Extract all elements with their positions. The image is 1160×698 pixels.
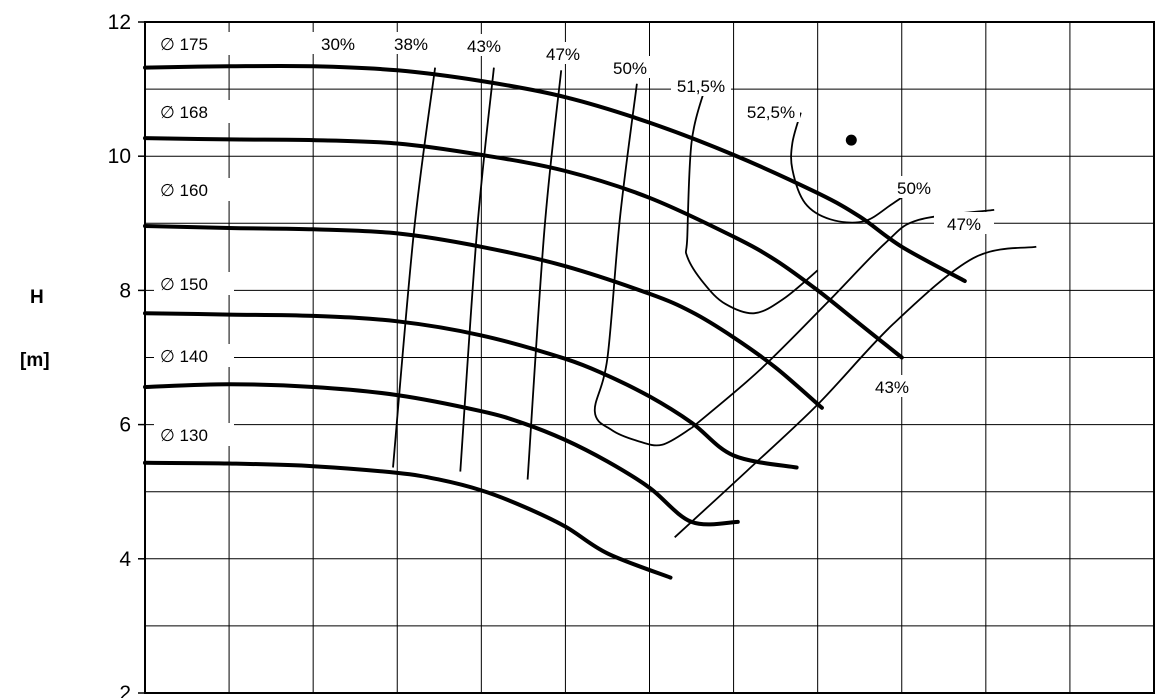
efficiency-label: 30% (321, 35, 355, 54)
impeller-label-bg (154, 423, 234, 446)
efficiency-label-bg (308, 32, 368, 54)
y-tick-label: 6 (119, 414, 131, 437)
impeller-label-bg (154, 272, 234, 295)
impeller-curve (143, 460, 673, 580)
efficiency-label: 51,5% (677, 77, 725, 96)
efficiency-label-bg (671, 74, 731, 96)
curve-labels: 30% 38% 43% 47% 50% 51,5% 50% 47% 43% ∅ 175 ∅ 168 ∅… (154, 32, 994, 446)
efficiency-label-bg (934, 212, 994, 234)
impeller-label: ∅ 140 (160, 347, 208, 366)
efficiency-label-bg (600, 56, 660, 78)
efficiency-label-bg (884, 176, 944, 198)
y-tick-label: 2 (119, 682, 131, 698)
y-tick-label: 4 (119, 548, 131, 571)
bep-label-bg (742, 100, 800, 122)
impeller-curve (143, 224, 824, 410)
impeller-curves (143, 63, 967, 580)
efficiency-label-bg (454, 34, 514, 56)
impeller-label-bg (154, 178, 234, 201)
plot-border (144, 21, 1155, 694)
impeller-label-bg (154, 32, 234, 55)
y-tick-label: 10 (108, 145, 131, 168)
best-efficiency-label: 52,5% (747, 103, 795, 122)
y-axis-unit: [m] (20, 350, 50, 371)
efficiency-label: 47% (947, 215, 981, 234)
impeller-label: ∅ 168 (160, 103, 208, 122)
y-tick-label: 8 (119, 279, 131, 302)
grid (145, 22, 1154, 693)
efficiency-label: 50% (613, 59, 647, 78)
impeller-curve (143, 136, 904, 360)
impeller-label: ∅ 130 (160, 426, 208, 445)
best-efficiency-point (845, 134, 857, 146)
efficiency-label: 43% (467, 37, 501, 56)
efficiency-line (593, 83, 692, 447)
efficiency-line (459, 67, 495, 472)
impeller-label: ∅ 150 (160, 275, 208, 294)
efficiency-line (690, 209, 995, 429)
y-tick-label: 12 (108, 11, 131, 34)
efficiency-line (392, 67, 436, 468)
plot-frame (144, 21, 1155, 694)
efficiency-line (674, 245, 1037, 538)
impeller-label-bg (154, 100, 234, 123)
impeller-curve (143, 382, 740, 527)
impeller-curve (143, 63, 967, 283)
impeller-curve (143, 311, 799, 470)
efficiency-line (790, 112, 924, 224)
y-axis-label: H (30, 287, 44, 308)
efficiency-label: 38% (394, 35, 428, 54)
impeller-label-bg (154, 344, 234, 367)
efficiency-label: 50% (897, 179, 931, 198)
impeller-label: ∅ 160 (160, 181, 208, 200)
efficiency-label-bg (533, 42, 593, 64)
efficiency-line (684, 90, 819, 315)
efficiency-line (526, 70, 563, 480)
efficiency-label-bg (862, 375, 922, 397)
efficiency-lines (392, 67, 1037, 538)
efficiency-label-bg (381, 32, 441, 54)
efficiency-label: 47% (546, 45, 580, 64)
efficiency-label: 43% (875, 378, 909, 397)
impeller-label: ∅ 175 (160, 35, 208, 54)
y-tick-labels: 2 4 6 8 10 12 (108, 11, 145, 698)
